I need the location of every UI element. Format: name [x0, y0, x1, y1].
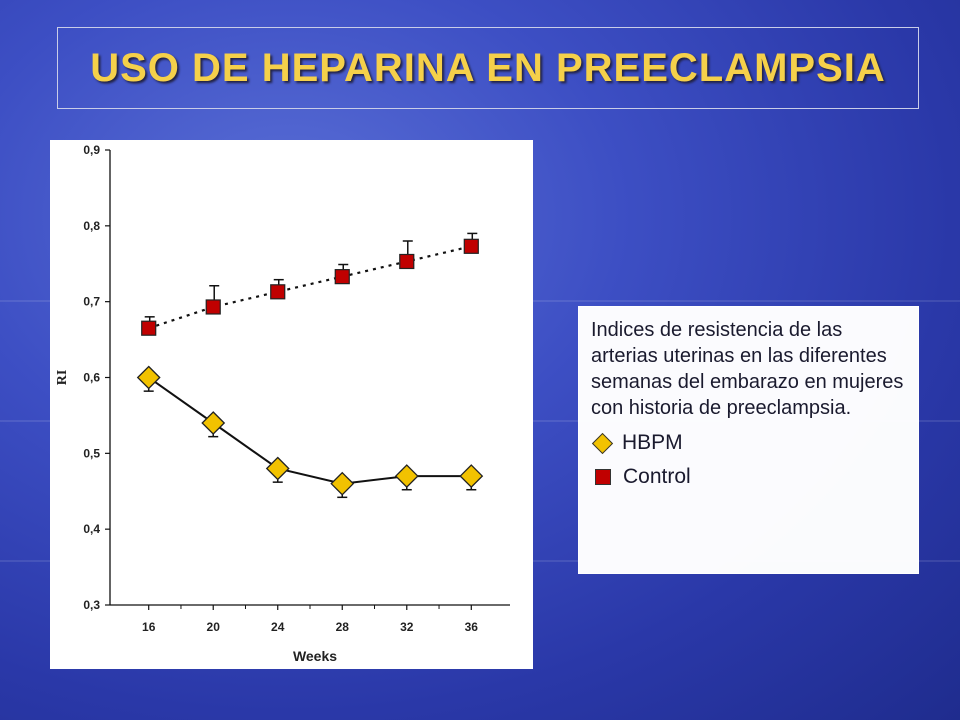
- x-tick-label: 32: [400, 620, 414, 634]
- legend-box: Indices de resistencia de las arterias u…: [578, 306, 919, 574]
- y-tick-label: 0,8: [83, 219, 100, 233]
- data-point-hbpm: [265, 456, 290, 481]
- data-point-control: [334, 269, 350, 285]
- legend-description: Indices de resistencia de las arterias u…: [591, 319, 904, 419]
- x-tick-label: 28: [336, 620, 350, 634]
- data-point-hbpm: [394, 464, 419, 489]
- x-tick-label: 24: [271, 620, 285, 634]
- diamond-marker-icon: [591, 432, 614, 454]
- x-axis-label: Weeks: [293, 648, 337, 664]
- data-point-hbpm: [201, 411, 226, 435]
- y-tick-label: 0,9: [83, 143, 100, 157]
- chart-panel: 0,3 0,4 0,5 0,6 0,7 0,8 0,9 16 20 24 28 32 36 Weeks RI: [50, 140, 533, 669]
- slide-title: USO DE HEPARINA EN PREECLAMPSIA: [90, 45, 886, 90]
- data-point-hbpm: [330, 471, 355, 496]
- y-tick-label: 0,5: [83, 446, 100, 460]
- x-tick-label: 16: [142, 620, 156, 634]
- x-tick-label: 36: [465, 620, 479, 634]
- x-tick-label: 20: [207, 620, 221, 634]
- data-point-control: [463, 238, 479, 254]
- square-marker-icon: [595, 469, 611, 485]
- data-point-hbpm: [459, 464, 484, 489]
- series-line-control: [148, 245, 472, 330]
- y-tick-label: 0,4: [83, 522, 100, 536]
- y-tick-label: 0,7: [83, 295, 100, 309]
- y-axis-label: RI: [55, 370, 70, 386]
- y-tick-label: 0,6: [83, 371, 100, 385]
- data-point-control: [205, 299, 221, 315]
- legend-label-hbpm: HBPM: [622, 431, 683, 454]
- y-tick-label: 0,3: [83, 598, 100, 612]
- series-line-hbpm: [148, 376, 472, 485]
- data-point-control: [399, 253, 415, 270]
- data-point-control: [141, 320, 157, 336]
- legend-item-hbpm: HBPM: [591, 431, 906, 455]
- legend-item-control: Control: [591, 465, 906, 489]
- data-point-control: [270, 284, 286, 300]
- title-box: USO DE HEPARINA EN PREECLAMPSIA: [57, 27, 919, 109]
- data-point-hbpm: [136, 365, 161, 390]
- line-chart: 0,3 0,4 0,5 0,6 0,7 0,8 0,9 16 20 24 28 32 36 Weeks RI: [55, 143, 510, 664]
- legend-label-control: Control: [623, 465, 691, 488]
